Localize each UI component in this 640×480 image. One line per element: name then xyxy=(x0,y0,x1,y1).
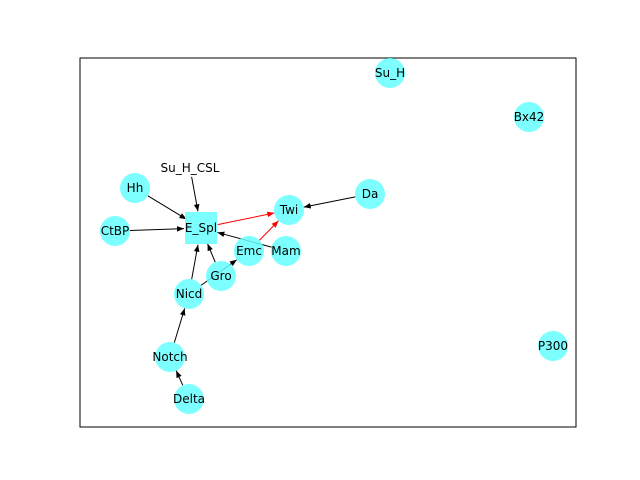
node-gro xyxy=(206,261,236,291)
node-notch xyxy=(155,342,185,372)
node-e-spl xyxy=(185,212,217,244)
edge-delta-to-notch xyxy=(175,370,184,386)
edge-nicd-to-e-spl xyxy=(191,244,200,280)
node-label-gro: Gro xyxy=(210,269,231,283)
edge-hh-to-e-spl xyxy=(147,195,187,220)
node-label-mam: Mam xyxy=(271,244,300,258)
node-nicd xyxy=(174,279,204,309)
node-label-hh: Hh xyxy=(127,181,144,195)
node-label-twi: Twi xyxy=(279,203,299,217)
node-label-delta: Delta xyxy=(173,392,205,406)
node-bx42 xyxy=(514,102,544,132)
node-label-su-h-csl: Su_H_CSL xyxy=(161,161,220,175)
node-label-bx42: Bx42 xyxy=(514,110,545,124)
node-label-emc: Emc xyxy=(236,244,262,258)
edge-ctbp-to-e-spl xyxy=(129,226,185,232)
node-p300 xyxy=(538,331,568,361)
node-delta xyxy=(174,384,204,414)
edge-gro-to-e-spl xyxy=(207,243,216,263)
node-mam xyxy=(271,236,301,266)
node-ctbp xyxy=(100,216,130,246)
node-da xyxy=(355,179,385,209)
node-label-p300: P300 xyxy=(538,339,568,353)
edge-emc-to-twi xyxy=(259,220,279,241)
node-label-e-spl: E_Spl xyxy=(185,221,217,235)
node-su-h xyxy=(375,58,405,88)
edge-notch-to-nicd xyxy=(173,308,186,343)
node-hh xyxy=(120,173,150,203)
edge-e-spl-to-twi xyxy=(217,211,275,226)
nodes-layer xyxy=(100,58,568,414)
edge-da-to-twi xyxy=(303,196,356,209)
node-label-su-h: Su_H xyxy=(375,66,405,80)
node-twi xyxy=(274,195,304,225)
node-label-nicd: Nicd xyxy=(176,287,203,301)
edge-su-h-csl-to-e-spl xyxy=(191,176,200,212)
node-label-da: Da xyxy=(362,187,379,201)
plot-frame xyxy=(79,57,577,428)
labels-layer: Su_H Bx42 Su_H_CSL Hh Da Twi CtBP E_Spl Emc Mam Gr… xyxy=(101,66,568,406)
node-label-notch: Notch xyxy=(152,350,187,364)
node-label-ctbp: CtBP xyxy=(101,224,130,238)
node-emc xyxy=(234,236,264,266)
